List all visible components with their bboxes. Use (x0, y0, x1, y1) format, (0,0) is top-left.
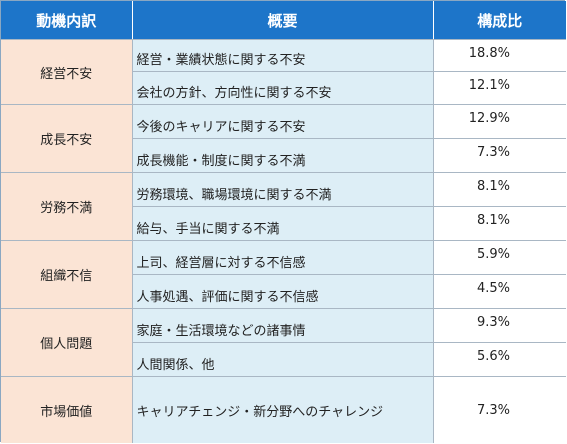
category-cell: 成長不安 (1, 104, 133, 173)
ratio-cell: 18.8% (433, 39, 566, 72)
table-row: 労務不満 労務環境、職場環境に関する不満 8.1% (1, 172, 566, 241)
ratio-cell: 7.3% (433, 138, 566, 173)
ratio-cell: 8.1% (433, 206, 566, 241)
description-cell: 人間関係、他 (132, 342, 434, 377)
category-cell: 個人問題 (1, 308, 133, 377)
category-cell: 経営不安 (1, 39, 133, 105)
ratio-cell: 5.9% (433, 240, 566, 275)
description-cell: 上司、経営層に対する不信感 (132, 240, 434, 275)
header-overview: 概要 (132, 1, 434, 40)
ratio-cell: 5.6% (433, 342, 566, 377)
description-cell: 給与、手当に関する不満 (132, 206, 434, 241)
ratio-cell: 8.1% (433, 172, 566, 207)
ratio-cell: 7.3% (433, 376, 566, 443)
ratio-cell: 12.1% (433, 71, 566, 105)
table-row: 組織不信 上司、経営層に対する不信感 5.9% (1, 240, 566, 309)
header-ratio: 構成比 (433, 1, 566, 40)
table-row: 人間関係、他 5.6% (1, 342, 566, 377)
description-cell: 人事処遇、評価に関する不信感 (132, 274, 434, 309)
ratio-cell: 4.5% (433, 274, 566, 309)
description-cell: 成長機能・制度に関する不満 (132, 138, 434, 173)
ratio-cell: 12.9% (433, 104, 566, 139)
table-row: 成長機能・制度に関する不満 7.3% (1, 138, 566, 173)
table-row: 人事処遇、評価に関する不信感 4.5% (1, 274, 566, 309)
header-category: 動機内訳 (1, 1, 133, 40)
table-row: 市場価値 キャリアチェンジ・新分野へのチャレンジ 7.3% (1, 376, 566, 443)
description-cell: 家庭・生活環境などの諸事情 (132, 308, 434, 343)
category-cell: 組織不信 (1, 240, 133, 309)
table-row: 経営不安 経営・業績状態に関する不安 18.8% (1, 39, 566, 105)
description-cell: 経営・業績状態に関する不安 (132, 39, 434, 72)
category-cell: 労務不満 (1, 172, 133, 241)
description-cell: 労務環境、職場環境に関する不満 (132, 172, 434, 207)
table-row: 給与、手当に関する不満 8.1% (1, 206, 566, 241)
table-row: 会社の方針、方向性に関する不安 12.1% (1, 71, 566, 105)
ratio-cell: 9.3% (433, 308, 566, 343)
description-cell: キャリアチェンジ・新分野へのチャレンジ (132, 376, 434, 443)
table-row: 個人問題 家庭・生活環境などの諸事情 9.3% (1, 308, 566, 377)
header-row: 動機内訳 概要 構成比 (1, 1, 566, 40)
description-cell: 今後のキャリアに関する不安 (132, 104, 434, 139)
category-cell: 市場価値 (1, 376, 133, 443)
table-row: 成長不安 今後のキャリアに関する不安 12.9% (1, 104, 566, 173)
description-cell: 会社の方針、方向性に関する不安 (132, 71, 434, 105)
